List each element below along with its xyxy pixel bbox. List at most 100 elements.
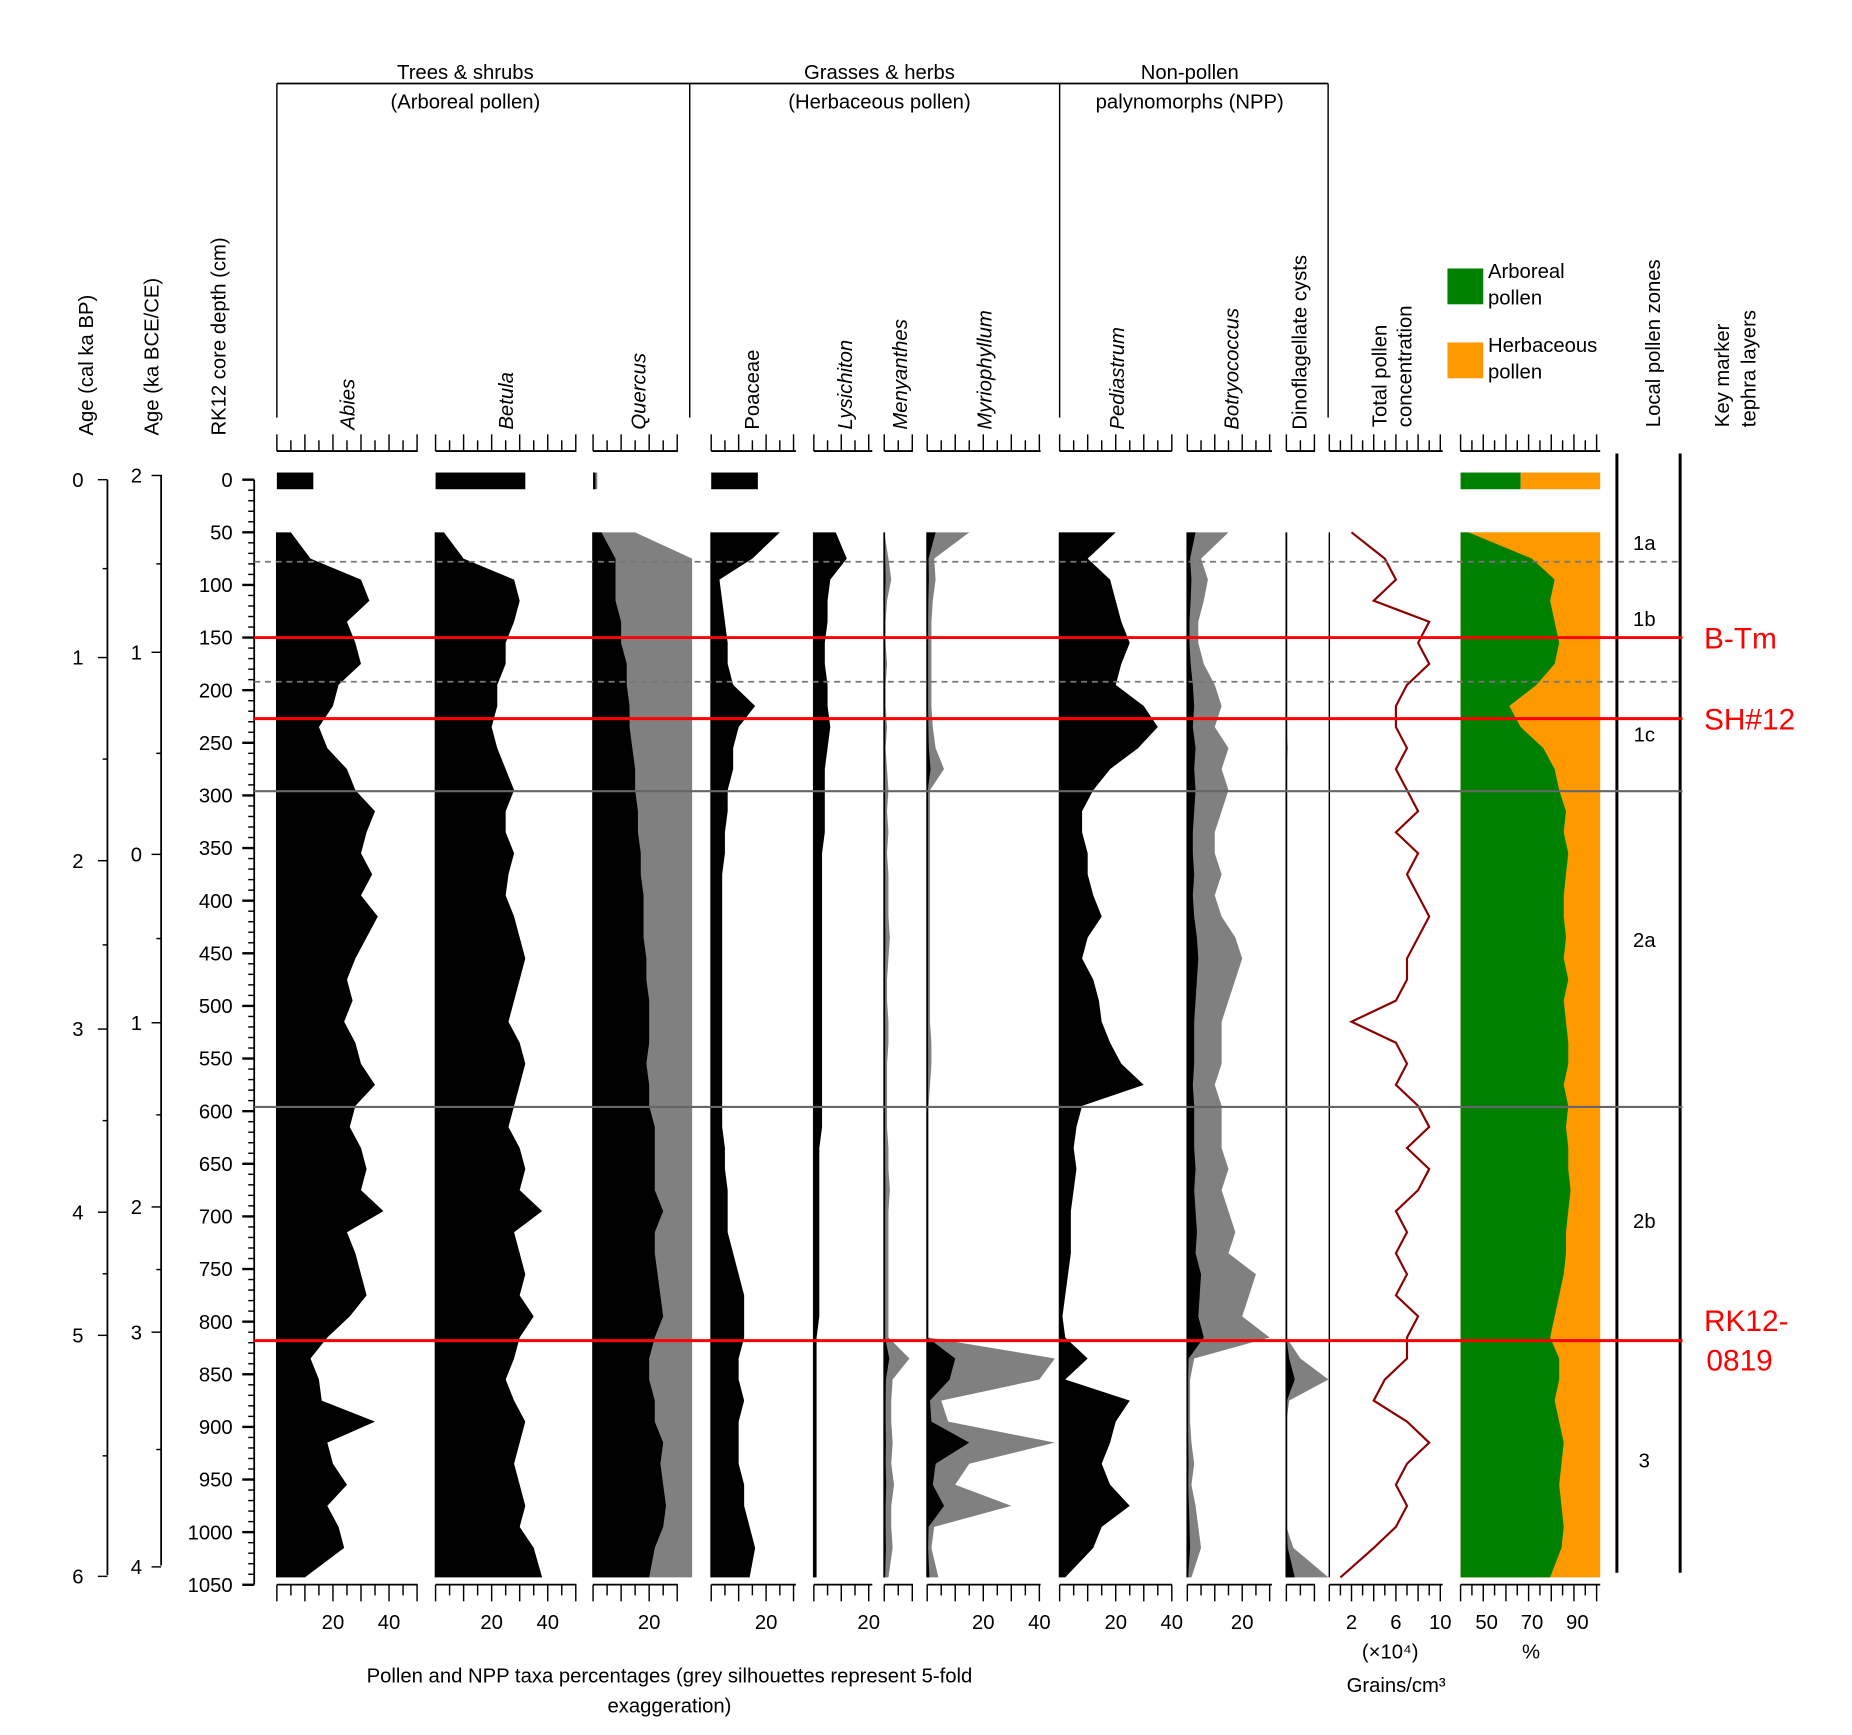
zone-label-2a: 2a <box>1633 930 1656 952</box>
age-bce-tick-label: 3 <box>131 1322 142 1344</box>
depth-tick-label: 0 <box>221 470 232 492</box>
tick-label-abies: 20 <box>322 1612 345 1634</box>
curve-betula <box>435 532 543 1578</box>
legend-swatch-herbaceous <box>1447 342 1484 379</box>
ap-tick-label: 90 <box>1566 1612 1589 1634</box>
age-bp-tick-label: 2 <box>72 851 83 873</box>
tick-label-abies: 40 <box>378 1612 401 1634</box>
curve-dinoflagellate-cysts <box>1286 532 1295 1578</box>
tephra-label: B-Tm <box>1704 622 1777 655</box>
taxon-label-botryococcus: Botryococcus <box>1222 308 1244 430</box>
tick-label-pediastrum: 20 <box>1104 1612 1127 1634</box>
curve-lysichiton <box>813 532 847 1578</box>
conc-unit: Grains/cm³ <box>1347 1675 1446 1697</box>
group-subtitle: (Herbaceous pollen) <box>788 92 971 114</box>
depth-tick-label: 550 <box>199 1049 233 1071</box>
depth-tick-label: 350 <box>199 838 233 860</box>
age-bce-tick-label: 1 <box>131 642 142 664</box>
group-subtitle: (Arboreal pollen) <box>390 92 540 114</box>
legend-label: pollen <box>1488 287 1542 309</box>
depth-tick-label: 650 <box>199 1154 233 1176</box>
depth-tick-label: 700 <box>199 1207 233 1229</box>
depth-tick-label: 450 <box>199 943 233 965</box>
legend-label: Arboreal <box>1488 261 1565 283</box>
conc-tick-label: 6 <box>1390 1612 1401 1634</box>
top-sample-bar-betula <box>435 472 526 490</box>
taxon-label-dinoflagellate-cysts: Dinoflagellate cysts <box>1290 255 1312 430</box>
depth-tick-label: 850 <box>199 1364 233 1386</box>
depth-tick-label: 600 <box>199 1101 233 1123</box>
group-title: Non-pollen <box>1141 62 1239 84</box>
ap-tick-label: 70 <box>1521 1612 1544 1634</box>
zone-label-2b: 2b <box>1633 1211 1656 1233</box>
legend-label: Herbaceous <box>1488 335 1597 357</box>
top-sample-bar-quercus <box>593 472 596 490</box>
depth-axis-title: RK12 core depth (cm) <box>209 237 231 435</box>
conc-tick-label: 2 <box>1346 1612 1357 1634</box>
exaggerated-silhouette-dinoflagellate-cysts <box>1286 532 1329 1578</box>
curve-poaceae <box>711 532 780 1578</box>
tephra-label: SH#12 <box>1704 703 1795 736</box>
zone-label-1a: 1a <box>1633 533 1656 555</box>
depth-tick-label: 200 <box>199 680 233 702</box>
top-sample-bar-poaceae <box>711 472 758 490</box>
taxon-label-menyanthes: Menyanthes <box>890 319 912 429</box>
tephra-title-line1: Key marker <box>1712 323 1734 427</box>
zone-label-1b: 1b <box>1633 609 1656 631</box>
group-title: Grasses & herbs <box>804 62 955 84</box>
curve-myriophyllum <box>927 532 970 1578</box>
arboreal-area <box>1460 532 1571 1578</box>
age-bp-tick-label: 6 <box>72 1567 83 1589</box>
tephra-title-line2: tephra layers <box>1738 310 1760 427</box>
age-bp-tick-label: 1 <box>72 648 83 670</box>
age-bp-tick-label: 3 <box>72 1019 83 1041</box>
taxon-label-poaceae: Poaceae <box>742 350 764 430</box>
depth-tick-label: 500 <box>199 996 233 1018</box>
age-bp-tick-label: 4 <box>72 1202 83 1224</box>
depth-tick-label: 400 <box>199 891 233 913</box>
age-bce-tick-label: 0 <box>131 845 142 867</box>
curve-quercus <box>593 532 666 1578</box>
taxon-label-pediastrum: Pediastrum <box>1107 327 1129 430</box>
tick-label-lysichiton: 20 <box>857 1612 880 1634</box>
tick-label-myriophyllum: 40 <box>1028 1612 1051 1634</box>
tick-label-myriophyllum: 20 <box>972 1612 995 1634</box>
legend-label: pollen <box>1488 361 1542 383</box>
conc-label-line1: Total pollen <box>1370 325 1392 428</box>
tick-label-pediastrum: 40 <box>1161 1612 1184 1634</box>
depth-tick-label: 1050 <box>188 1575 233 1597</box>
group-subtitle: palynomorphs (NPP) <box>1096 92 1284 114</box>
taxon-label-lysichiton: Lysichiton <box>835 340 857 430</box>
ap-tick-label: 50 <box>1475 1612 1498 1634</box>
legend-swatch-arboreal <box>1447 268 1484 305</box>
curve-botryococcus <box>1187 532 1204 1578</box>
tephra-label: RK12- <box>1704 1305 1789 1338</box>
age-bp-tick-label: 0 <box>72 470 83 492</box>
depth-tick-label: 900 <box>199 1417 233 1439</box>
depth-tick-label: 950 <box>199 1470 233 1492</box>
depth-tick-label: 100 <box>199 575 233 597</box>
top-sample-bar-abies <box>276 472 314 490</box>
tick-label-quercus: 20 <box>638 1612 661 1634</box>
tick-label-botryococcus: 20 <box>1231 1612 1254 1634</box>
tick-label-poaceae: 20 <box>755 1612 778 1634</box>
zones-title: Local pollen zones <box>1643 259 1665 427</box>
top-sample-herbaceous <box>1520 472 1601 490</box>
depth-tick-label: 250 <box>199 733 233 755</box>
tick-label-betula: 40 <box>536 1612 559 1634</box>
depth-tick-label: 1000 <box>188 1522 233 1544</box>
group-title: Trees & shrubs <box>397 62 534 84</box>
conc-unit-exponent: (×10⁴) <box>1362 1642 1419 1664</box>
exaggerated-silhouette-menyanthes <box>884 532 910 1578</box>
tephra-label: 0819 <box>1706 1344 1772 1377</box>
taxon-label-abies: Abies <box>337 379 359 431</box>
top-sample-arboreal <box>1460 472 1521 490</box>
ap-unit: % <box>1522 1642 1540 1664</box>
depth-tick-label: 50 <box>210 522 233 544</box>
exaggerated-silhouette-botryococcus <box>1187 532 1270 1578</box>
depth-tick-label: 150 <box>199 628 233 650</box>
depth-tick-label: 750 <box>199 1259 233 1281</box>
taxon-label-myriophyllum: Myriophyllum <box>975 310 997 429</box>
age-bp-tick-label: 5 <box>72 1325 83 1347</box>
